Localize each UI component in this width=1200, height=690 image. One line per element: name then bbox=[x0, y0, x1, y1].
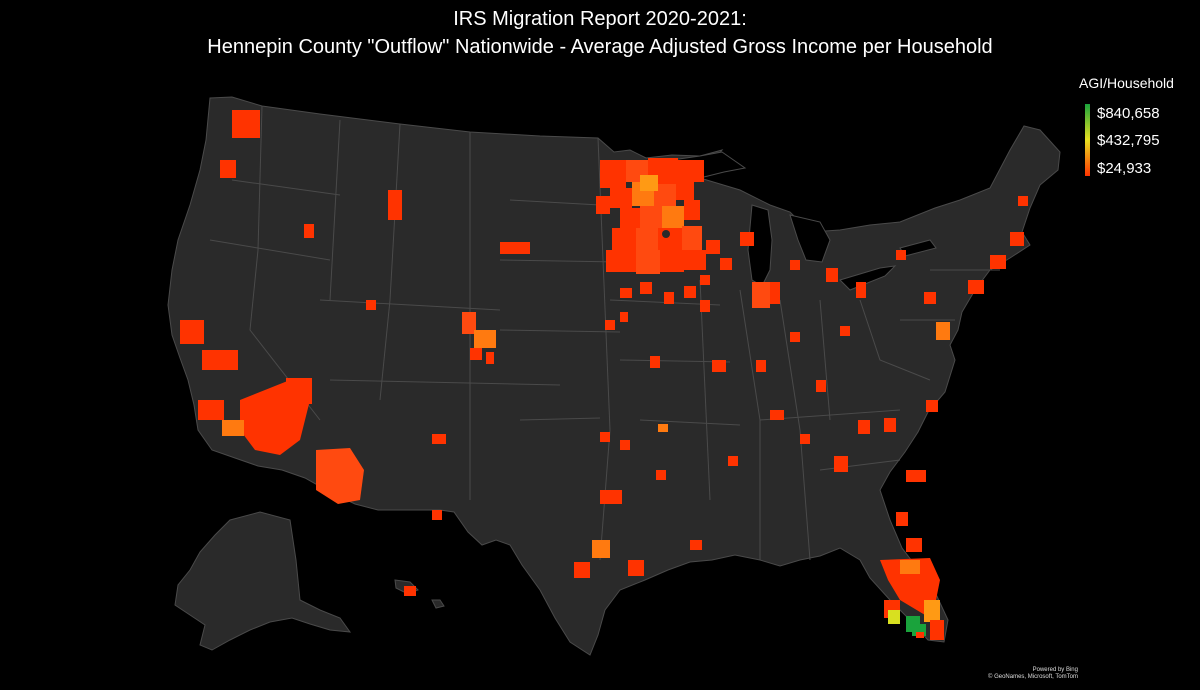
alaska bbox=[174, 511, 352, 651]
attribution-line-2: © GeoNames, Microsoft, TomTom bbox=[988, 674, 1078, 680]
legend-title: AGI/Household bbox=[1079, 75, 1174, 91]
legend-max-label: $840,658 bbox=[1097, 105, 1160, 122]
map-attribution: Powered by Bing © GeoNames, Microsoft, T… bbox=[988, 667, 1078, 681]
lake-erie bbox=[839, 265, 897, 291]
legend-mid-label: $432,795 bbox=[1097, 132, 1160, 149]
hawaii-island bbox=[431, 599, 445, 609]
legend-min-label: $24,933 bbox=[1097, 160, 1152, 177]
lake-huron bbox=[789, 214, 831, 263]
lake-michigan bbox=[747, 204, 773, 287]
great-lakes bbox=[670, 151, 937, 291]
state-borders bbox=[209, 105, 1000, 561]
attribution-line-1: Powered by Bing bbox=[1032, 667, 1078, 673]
minnesota-cluster bbox=[596, 158, 706, 274]
title-line-1: IRS Migration Report 2020-2021: bbox=[453, 8, 747, 30]
legend-color-ramp bbox=[1085, 104, 1090, 176]
county-shapes bbox=[180, 110, 1028, 640]
title-line-2: Hennepin County "Outflow" Nationwide - A… bbox=[207, 36, 993, 58]
